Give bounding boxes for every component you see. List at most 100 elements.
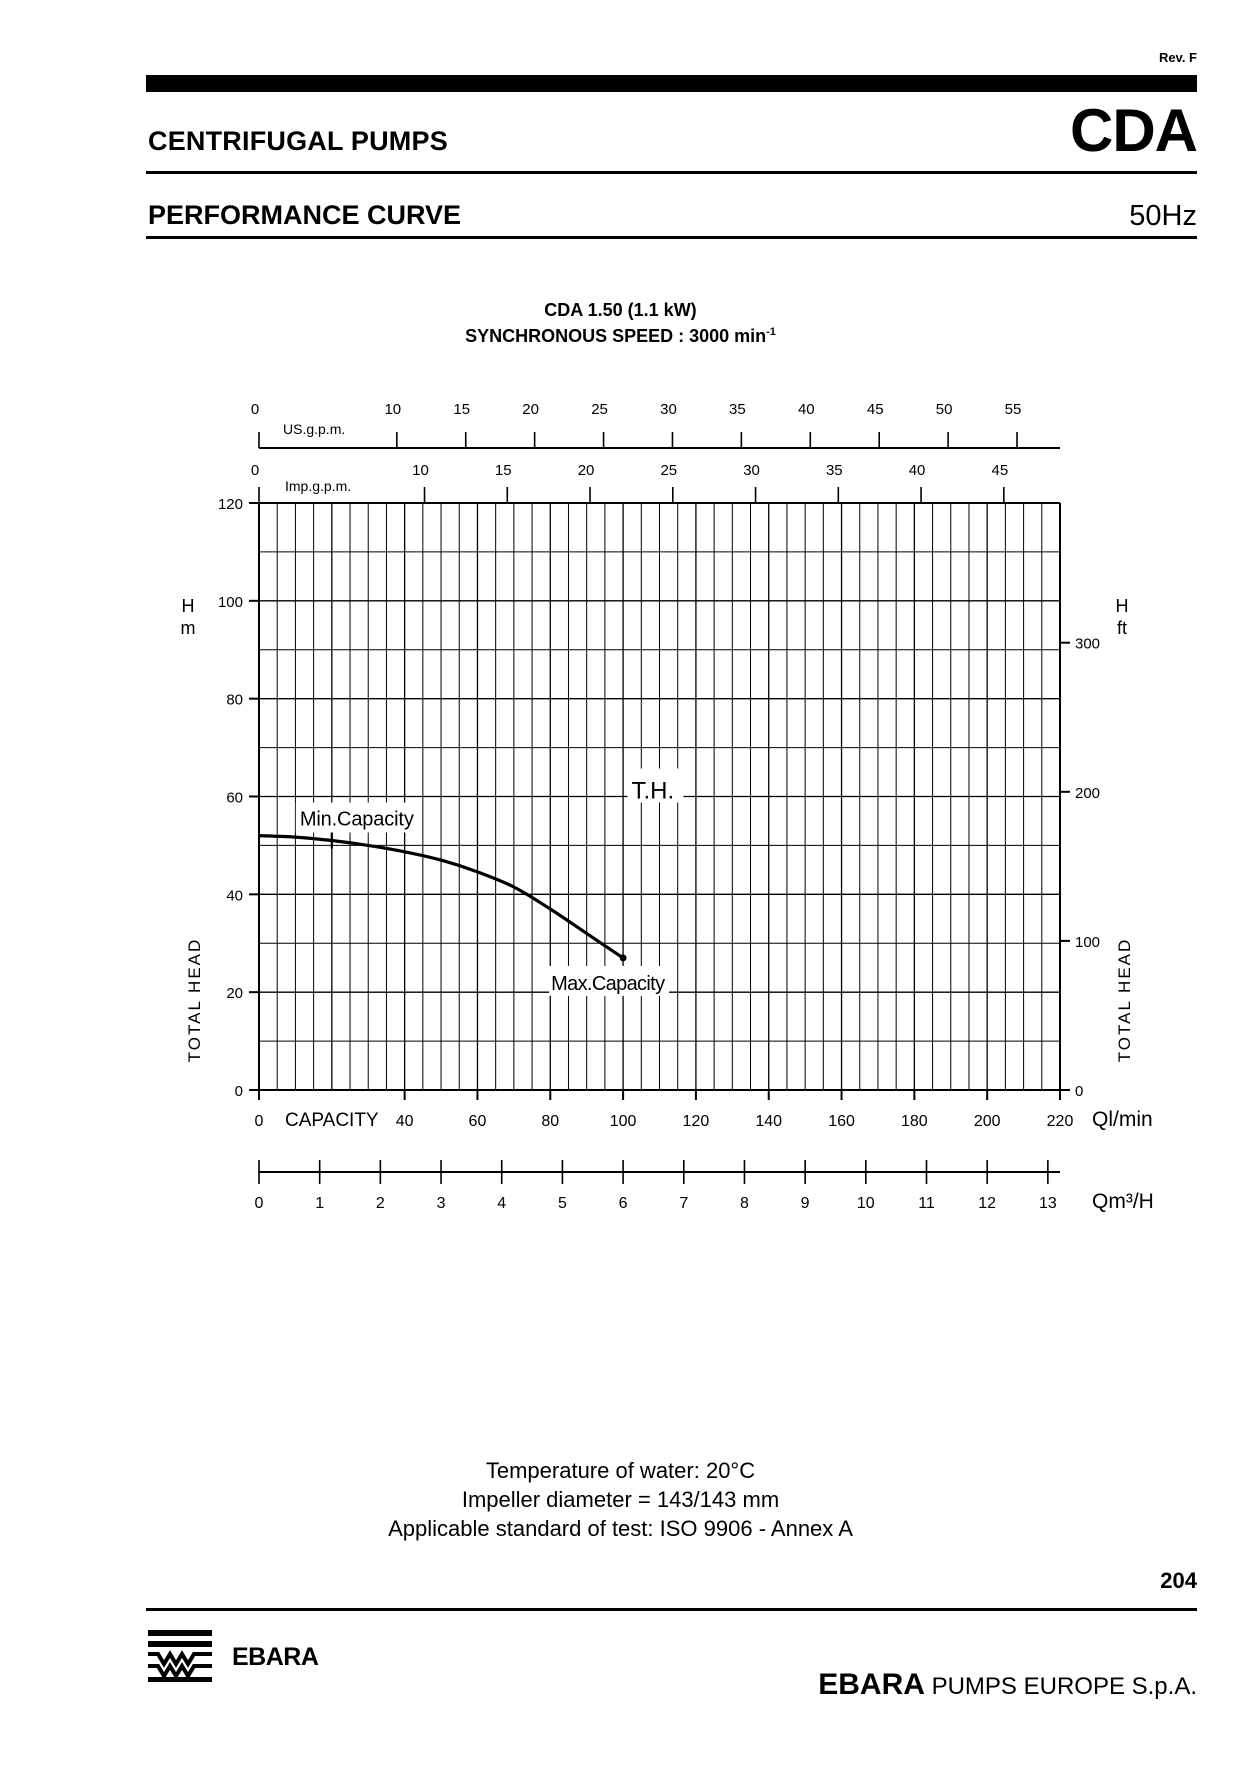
company-name-rest: PUMPS EUROPE S.p.A.: [924, 1673, 1197, 1700]
x-impgpm-tick-label: 0: [251, 462, 259, 479]
x-m3h-tick-label: 1: [315, 1195, 324, 1212]
th-curve-line: [258, 834, 624, 960]
x-impgpm-tick-label: 45: [991, 462, 1008, 479]
max-capacity-label-bg: [549, 965, 670, 996]
y-right-axis-label: TOTAL HEAD: [1115, 938, 1134, 1063]
x-impgpm-tick-label: 30: [743, 462, 760, 479]
x-bottom-tick-label: 180: [901, 1113, 928, 1130]
y-left-tick-label: 100: [218, 594, 243, 611]
x-usgpm-tick-label: 50: [936, 401, 953, 418]
x-impgpm-tick-label: 20: [578, 462, 595, 479]
x-m3h-tick-label: 5: [558, 1195, 567, 1212]
section-title: PERFORMANCE CURVE: [148, 200, 462, 230]
x-usgpm-tick-label: 55: [1005, 401, 1022, 418]
x-usgpm-tick-label: 40: [798, 401, 815, 418]
x-m3h-tick-label: 12: [978, 1195, 996, 1212]
x-m3h-tick-label: 2: [376, 1195, 385, 1212]
footer-rule: [146, 1608, 1197, 1611]
x-bottom-unit: Ql/min: [1092, 1108, 1153, 1131]
x-bottom-tick-label: 60: [469, 1113, 487, 1130]
revision-label: Rev. F: [1158, 50, 1197, 65]
y-right-tick-label: 100: [1075, 934, 1100, 951]
y-left-tick-label: 0: [235, 1083, 243, 1100]
y-right-unit-h: H: [1116, 596, 1129, 616]
x-usgpm-tick-label: 25: [591, 401, 608, 418]
x-m3h-tick-label: 10: [857, 1195, 875, 1212]
chart-title-line2: SYNCHRONOUS SPEED : 3000 min-1: [0, 326, 1241, 347]
test-notes: Temperature of water: 20°C Impeller diam…: [0, 1456, 1241, 1543]
section-rule: [146, 236, 1197, 239]
x-m3h-tick-label: 6: [619, 1195, 628, 1212]
x-bottom-axis-label: CAPACITY: [285, 1110, 379, 1131]
x-usgpm-tick-label: 20: [522, 401, 539, 418]
y-left-tick-label: 80: [226, 692, 243, 709]
x-impgpm-tick-label: 40: [909, 462, 926, 479]
x-impgpm-unit: Imp.g.p.m.: [285, 478, 351, 494]
x-usgpm-unit: US.g.p.m.: [283, 421, 345, 437]
x-usgpm-tick-label: 45: [867, 401, 884, 418]
chart-title-line1: CDA 1.50 (1.1 kW): [544, 300, 697, 320]
x-m3h-tick-label: 11: [918, 1195, 935, 1212]
x-usgpm-tick-label: 0: [251, 401, 259, 418]
header-rule: [146, 171, 1197, 174]
x-usgpm-tick-label: 10: [384, 401, 401, 418]
x-bottom-tick-label: 100: [610, 1113, 637, 1130]
x-bottom-tick-label: 0: [255, 1113, 264, 1130]
x-usgpm-tick-label: 15: [453, 401, 470, 418]
y-right-unit: ft: [1117, 618, 1127, 638]
min-capacity-label-bg: [295, 802, 416, 833]
series-label-th: T.H.: [632, 778, 675, 805]
x-bottom-tick-label: 200: [974, 1113, 1001, 1130]
x-m3h-tick-label: 7: [679, 1195, 688, 1212]
min-capacity-label: Min.Capacity: [300, 809, 414, 831]
x-bottom-tick-label: 140: [755, 1113, 782, 1130]
chart-title-speed-exponent: -1: [766, 326, 776, 338]
note-test-standard: Applicable standard of test: ISO 9906 - …: [388, 1516, 853, 1541]
x-bottom-tick-label: 160: [828, 1113, 855, 1130]
x-bottom-tick-label: 40: [396, 1113, 414, 1130]
frequency-label: 50Hz: [1129, 200, 1197, 232]
y-right-tick-label: 300: [1075, 636, 1100, 653]
x-impgpm-tick-label: 25: [660, 462, 677, 479]
y-left-tick-label: 20: [226, 985, 243, 1002]
note-impeller-diameter: Impeller diameter = 143/143 mm: [461, 1487, 780, 1512]
x-impgpm-tick-label: 35: [826, 462, 843, 479]
y-left-tick-label: 40: [226, 887, 243, 904]
x-m3h-unit: Qm³/H: [1092, 1190, 1154, 1213]
page-number: 204: [1160, 1568, 1197, 1593]
chart-curve: Min.Capacity Max.Capacity T.H.: [258, 768, 684, 996]
x-usgpm-tick-label: 35: [729, 401, 746, 418]
company-name: EBARA PUMPS EUROPE S.p.A.: [818, 1668, 1197, 1702]
max-capacity-label: Max.Capacity: [551, 973, 665, 995]
note-water-temperature: Temperature of water: 20°C: [485, 1458, 756, 1483]
company-name-bold: EBARA: [818, 1668, 925, 1701]
y-left-tick-label: 120: [218, 496, 243, 513]
x-impgpm-tick-label: 10: [412, 462, 429, 479]
series-label-bg: [627, 768, 684, 803]
x-bottom-tick-label: 80: [541, 1113, 559, 1130]
chart-grid: [258, 502, 1061, 1091]
x-m3h-tick-label: 0: [255, 1195, 264, 1212]
x-usgpm-tick-label: 30: [660, 401, 677, 418]
category-title: CENTRIFUGAL PUMPS: [148, 126, 448, 156]
y-left-unit-h: H: [182, 596, 195, 616]
ebara-logo-text: EBARA: [232, 1643, 319, 1671]
max-capacity-marker: [619, 954, 627, 962]
x-m3h-tick-label: 3: [437, 1195, 446, 1212]
x-bottom-tick-label: 220: [1047, 1113, 1074, 1130]
chart-axes: [249, 432, 1070, 1184]
x-m3h-tick-label: 9: [801, 1195, 810, 1212]
y-left-axis-label: TOTAL HEAD: [185, 938, 204, 1063]
y-right-tick-label: 200: [1075, 785, 1100, 802]
x-bottom-tick-label: 120: [683, 1113, 710, 1130]
x-m3h-tick-label: 13: [1039, 1195, 1057, 1212]
top-rule: [146, 75, 1197, 92]
y-left-tick-label: 60: [226, 790, 243, 807]
x-m3h-tick-label: 4: [497, 1195, 506, 1212]
x-impgpm-tick-label: 15: [495, 462, 512, 479]
model-title: CDA: [1070, 97, 1198, 164]
chart-title-speed: SYNCHRONOUS SPEED : 3000 min: [465, 326, 767, 346]
x-m3h-tick-label: 8: [740, 1195, 749, 1212]
